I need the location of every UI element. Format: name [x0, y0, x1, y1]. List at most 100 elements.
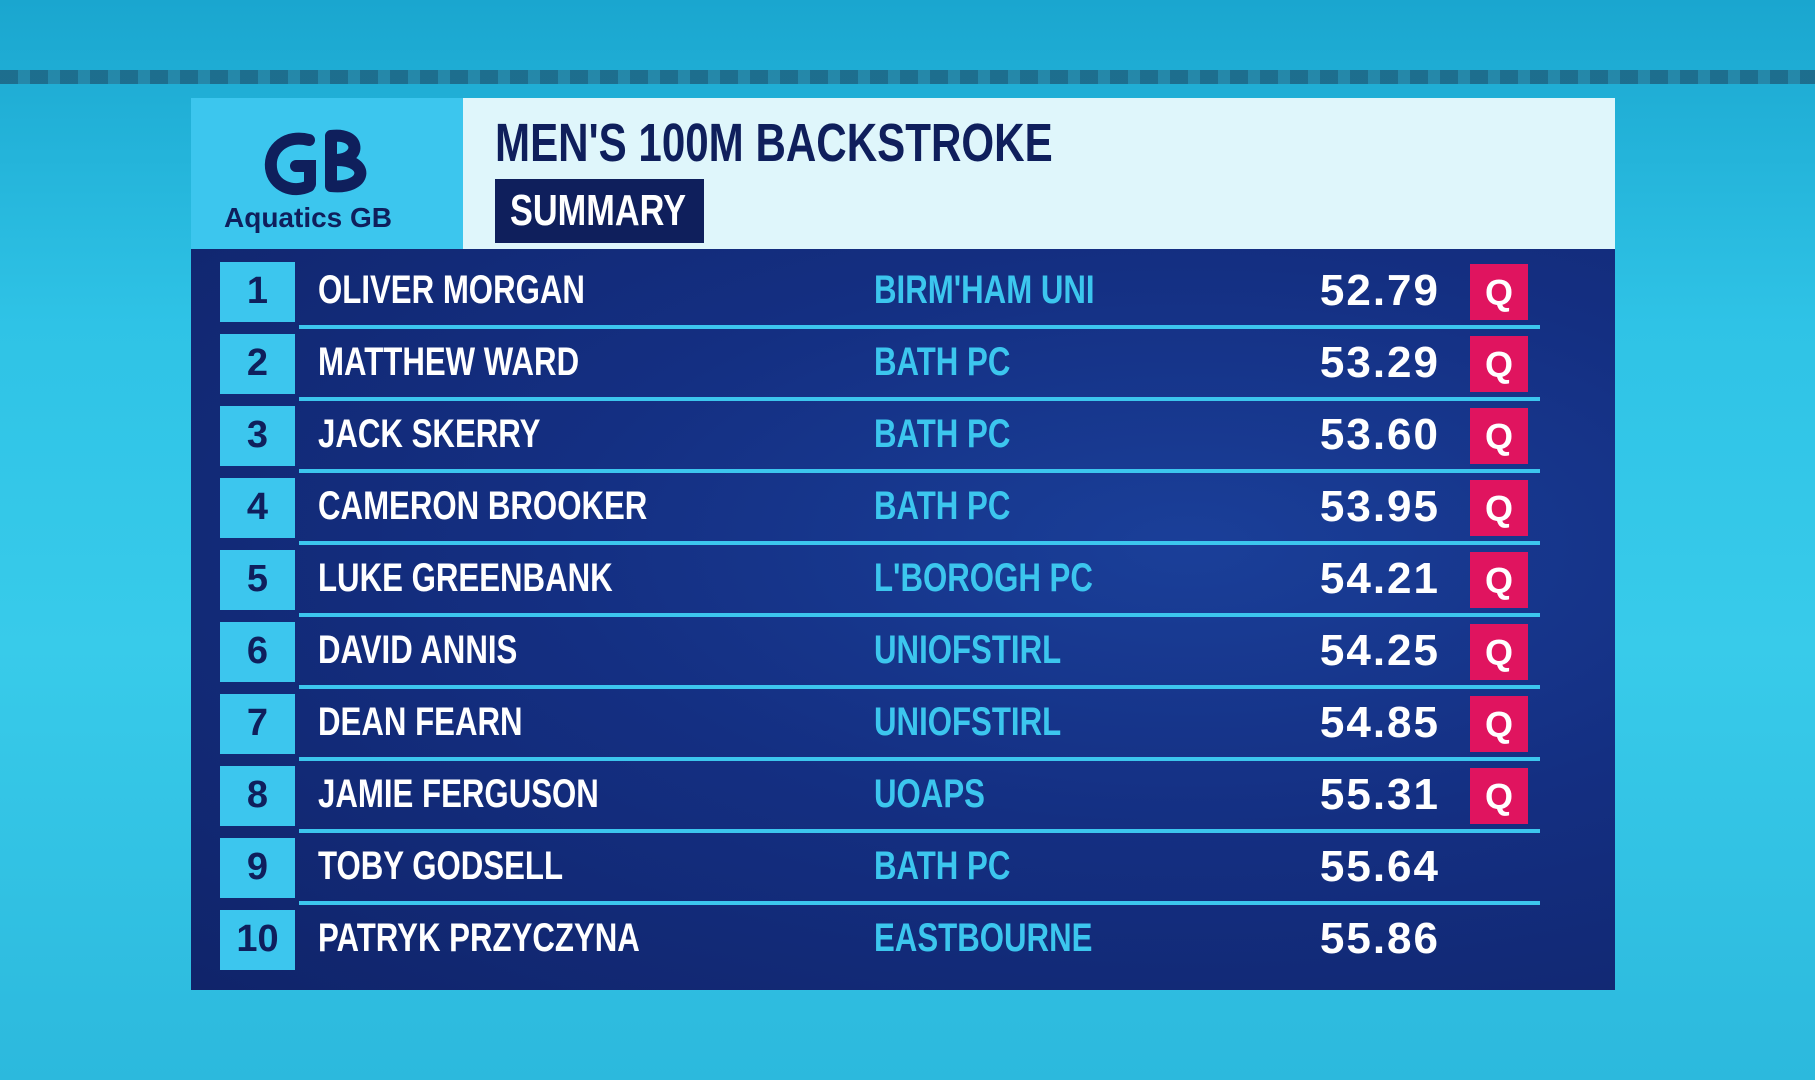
rank-box: [220, 910, 295, 970]
club-text: UNIOFSTIRL: [874, 700, 1062, 744]
rank-box: [220, 694, 295, 754]
rank: 1: [246, 270, 269, 312]
time: 52.79: [1319, 266, 1440, 315]
subtitle-box: [495, 179, 704, 243]
row-separator: [299, 325, 1540, 329]
athlete-name-text: DEAN FEARN: [318, 700, 523, 744]
club-text: BATH PC: [874, 484, 1011, 528]
time: 55.31: [1319, 770, 1440, 819]
time: 55.86: [1319, 914, 1440, 963]
athlete-name-text: CAMERON BROOKER: [318, 484, 648, 528]
time: 54.21: [1319, 554, 1440, 603]
athlete-name-text: PATRYK PRZYCZYNA: [318, 916, 640, 960]
logo-text: Aquatics GB: [224, 202, 393, 233]
athlete-name-text: TOBY GODSELL: [318, 844, 564, 888]
time: 54.25: [1319, 626, 1440, 675]
subtitle-text: SUMMARY: [510, 186, 687, 235]
rank-box: [220, 838, 295, 898]
row-separator: [299, 757, 1540, 761]
athlete-name-text: OLIVER MORGAN: [318, 268, 585, 312]
club: UNIOFSTIRL: [874, 700, 1114, 745]
qualifier: Q: [1484, 488, 1513, 529]
qualifier-box: [1470, 624, 1528, 680]
row-separator: [299, 685, 1540, 689]
athlete-name-text: LUKE GREENBANK: [318, 556, 613, 600]
time: 55.64: [1319, 842, 1440, 891]
athlete-name: JAMIE FERGUSON: [318, 772, 678, 817]
qualifier: Q: [1484, 560, 1513, 601]
club: L'BOROGH PC: [874, 556, 1155, 601]
rank: 5: [246, 558, 269, 600]
club-text: BATH PC: [874, 412, 1011, 456]
club-text: UNIOFSTIRL: [874, 628, 1062, 672]
row-separator: [299, 901, 1540, 905]
club: BATH PC: [874, 412, 1049, 457]
athlete-name-text: DAVID ANNIS: [318, 628, 518, 672]
athlete-name: TOBY GODSELL: [318, 844, 632, 889]
athlete-name-text: JACK SKERRY: [318, 412, 541, 456]
rank: 3: [246, 414, 269, 456]
logo-area: [191, 98, 463, 249]
athlete-name: CAMERON BROOKER: [318, 484, 740, 529]
qualifier-box: [1470, 480, 1528, 536]
rank: 8: [246, 774, 269, 816]
club-text: BATH PC: [874, 340, 1011, 384]
qualifier-box: [1470, 768, 1528, 824]
club-text: BIRM'HAM UNI: [874, 268, 1095, 312]
club: EASTBOURNE: [874, 916, 1154, 961]
row-separator: [299, 541, 1540, 545]
club: BATH PC: [874, 844, 1049, 889]
club: UNIOFSTIRL: [874, 628, 1114, 673]
qualifier: Q: [1484, 704, 1513, 745]
time: 53.60: [1319, 410, 1440, 459]
athlete-name: OLIVER MORGAN: [318, 268, 660, 313]
rank-box: [220, 622, 295, 682]
lane-rope: [0, 70, 1815, 84]
title: MEN'S 100M BACKSTROKE: [495, 112, 1210, 174]
club: UOAPS: [874, 772, 1016, 817]
qualifier-box: [1470, 264, 1528, 320]
rank-box: [220, 406, 295, 466]
results-table: [191, 249, 1615, 990]
rank: 7: [246, 702, 269, 744]
qualifier: Q: [1484, 776, 1513, 817]
club-text: UOAPS: [874, 772, 985, 816]
rank: 6: [246, 630, 269, 672]
club-text: BATH PC: [874, 844, 1011, 888]
rank: 2: [246, 342, 269, 384]
row-separator: [299, 469, 1540, 473]
row-separator: [299, 397, 1540, 401]
athlete-name: DEAN FEARN: [318, 700, 580, 745]
athlete-name: LUKE GREENBANK: [318, 556, 696, 601]
athlete-name: JACK SKERRY: [318, 412, 603, 457]
club-text: L'BOROGH PC: [874, 556, 1093, 600]
athlete-name-text: JAMIE FERGUSON: [318, 772, 599, 816]
row-separator: [299, 613, 1540, 617]
rank-box: [220, 550, 295, 610]
qualifier-box: [1470, 336, 1528, 392]
qualifier: Q: [1484, 344, 1513, 385]
subtitle: SUMMARY: [510, 186, 736, 236]
athlete-name: DAVID ANNIS: [318, 628, 574, 673]
rank-box: [220, 766, 295, 826]
rank-box: [220, 334, 295, 394]
row-separator: [299, 829, 1540, 833]
rank: 4: [246, 486, 269, 528]
qualifier-box: [1470, 408, 1528, 464]
qualifier: Q: [1484, 416, 1513, 457]
qualifier-box: [1470, 552, 1528, 608]
rank-box: [220, 478, 295, 538]
club: BIRM'HAM UNI: [874, 268, 1157, 313]
club-text: EASTBOURNE: [874, 916, 1093, 960]
athlete-name: MATTHEW WARD: [318, 340, 653, 385]
time: 53.29: [1319, 338, 1440, 387]
club: BATH PC: [874, 340, 1049, 385]
time: 53.95: [1319, 482, 1440, 531]
qualifier: Q: [1484, 632, 1513, 673]
rank: 10: [236, 918, 279, 960]
title-text: MEN'S 100M BACKSTROKE: [495, 113, 1053, 173]
club: BATH PC: [874, 484, 1049, 529]
rank-box: [220, 262, 295, 322]
rank: 9: [246, 846, 269, 888]
